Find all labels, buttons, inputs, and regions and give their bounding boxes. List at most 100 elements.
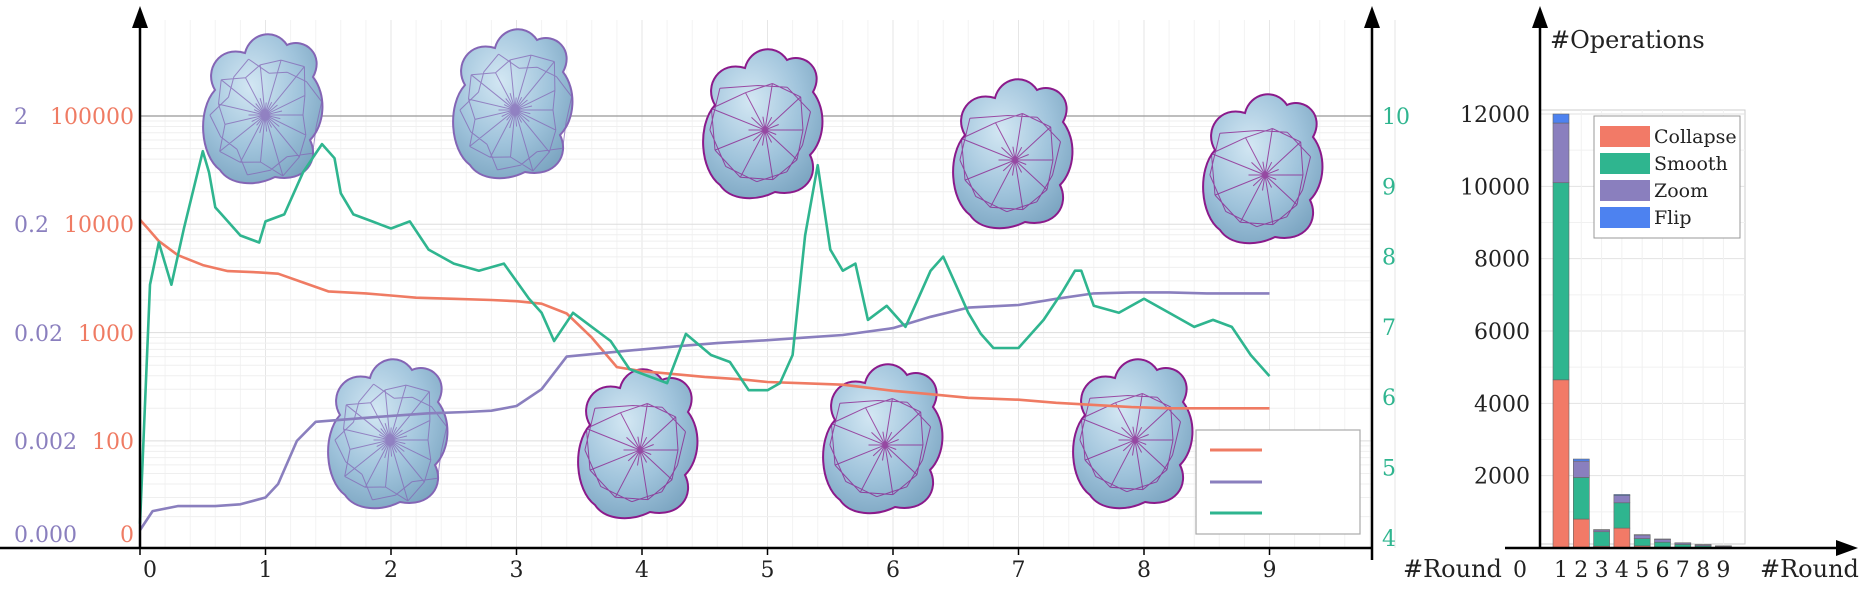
left-series-lines: [138, 142, 1271, 531]
mesh-wireframe: [334, 383, 448, 502]
mesh-body: [1072, 358, 1194, 510]
bar-x-tick-label: 8: [1696, 558, 1710, 583]
bar-segment-flip: [1613, 494, 1631, 496]
bar-segment-zoom: [1633, 534, 1651, 539]
bar-x-axis-arrow: [1836, 540, 1858, 556]
green-y-tick-label: 8: [1382, 246, 1396, 271]
purple-axis-ticks: 2 0.2 0.02 0.002 0.000: [14, 105, 77, 548]
bar-segment-flip: [1552, 113, 1570, 124]
purple-y-tick-label: 0.02: [14, 322, 63, 347]
green-y-tick-label: 5: [1382, 457, 1396, 482]
bar-segment-smooth: [1573, 477, 1590, 520]
x-tick-label: 5: [761, 558, 775, 583]
legend-swatch-collapse: [1600, 126, 1650, 147]
mesh-thumbnail: [702, 48, 824, 200]
bar-segment-smooth: [1613, 502, 1631, 529]
mesh-wireframe: [1209, 128, 1311, 228]
bar-segment-smooth: [1633, 538, 1651, 547]
bar-x-tick-label: 9: [1716, 558, 1730, 583]
right-y-axis-arrow: [1364, 6, 1380, 28]
purple-y-tick-label: 2: [14, 105, 28, 130]
mesh-wireframe: [959, 113, 1061, 213]
bar-x-tick-label: 2: [1574, 558, 1588, 583]
mesh-body: [702, 48, 824, 200]
bar-segment-smooth: [1593, 531, 1610, 547]
x-tick-label: 2: [384, 558, 398, 583]
left-legend: [1195, 429, 1361, 535]
mesh-wireframe: [1079, 393, 1181, 493]
bar-y-tick-label: 8000: [1474, 248, 1530, 273]
bar-x-tick-label: 5: [1635, 558, 1649, 583]
legend-swatch-flip: [1600, 207, 1650, 228]
mesh-thumbnails: [202, 28, 1324, 520]
bar-y-axis-arrow: [1532, 6, 1548, 28]
mesh-thumbnail: [327, 358, 449, 510]
x-tick-label: 9: [1263, 558, 1277, 583]
x-tick-label: 3: [510, 558, 524, 583]
left-x-ticks: 0 1 2 3 4 5 6 7 8 9: [139, 548, 1277, 583]
bar-segment-smooth: [1552, 182, 1570, 381]
bar-x-tick-label: 4: [1615, 558, 1629, 583]
mesh-wireframe: [209, 58, 323, 177]
bar-y-tick-label: 2000: [1474, 465, 1530, 490]
mesh-wireframe: [829, 398, 931, 498]
red-y-tick-label: 10000: [64, 213, 134, 238]
green-y-tick-label: 4: [1382, 527, 1396, 552]
purple-y-tick-label: 0.000: [14, 523, 77, 548]
bar-x-label: #Round: [1760, 555, 1859, 583]
series-line-left-purple: [138, 291, 1270, 531]
series-line-right-green: [138, 142, 1271, 524]
legend-label-smooth: Smooth: [1654, 153, 1728, 175]
red-y-tick-label: 0: [120, 523, 134, 548]
green-y-tick-label: 9: [1382, 175, 1396, 200]
bar-legend: Collapse Smooth Zoom Flip: [1593, 115, 1741, 239]
bar-chart-title: #Operations: [1550, 26, 1705, 54]
x-tick-label: 6: [886, 558, 900, 583]
purple-y-tick-label: 0.2: [14, 213, 49, 238]
red-y-tick-label: 1000: [78, 322, 134, 347]
left-x-label: #Round: [1403, 555, 1502, 583]
legend-swatch-zoom: [1600, 180, 1650, 201]
bar-segment-zoom: [1552, 122, 1570, 184]
green-axis-ticks: 10 9 8 7 6 5 4: [1382, 105, 1410, 552]
bar-x-origin-label: 0: [1513, 558, 1527, 583]
mesh-wireframe: [584, 403, 686, 503]
bar-segment-smooth: [1654, 541, 1671, 548]
red-y-tick-label: 100: [92, 430, 134, 455]
mesh-thumbnail: [452, 28, 574, 180]
bars: [1552, 113, 1732, 549]
green-y-tick-label: 6: [1382, 386, 1396, 411]
green-y-tick-label: 7: [1382, 316, 1396, 341]
bar-x-tick-label: 1: [1554, 558, 1568, 583]
bar-x-tick-label: 6: [1656, 558, 1670, 583]
mesh-wireframe: [459, 53, 573, 172]
legend-swatch-smooth: [1600, 153, 1650, 174]
x-tick-label: 0: [143, 558, 157, 583]
mesh-thumbnail: [202, 33, 324, 185]
green-y-tick-label: 10: [1382, 105, 1410, 130]
purple-y-tick-label: 0.002: [14, 430, 77, 455]
x-tick-label: 4: [635, 558, 649, 583]
mesh-body: [577, 368, 699, 520]
x-tick-label: 8: [1137, 558, 1151, 583]
red-y-tick-label: 100000: [50, 105, 134, 130]
bar-segment-zoom: [1654, 539, 1671, 543]
mesh-wireframe: [709, 83, 811, 183]
bar-y-tick-label: 4000: [1474, 392, 1530, 417]
bar-y-tick-label: 10000: [1460, 175, 1530, 200]
mesh-thumbnail: [1072, 358, 1194, 510]
bar-segment-collapse: [1552, 379, 1570, 549]
x-tick-label: 7: [1012, 558, 1026, 583]
bar-segment-flip: [1573, 458, 1590, 462]
mesh-thumbnail: [577, 368, 699, 520]
bar-segment-zoom: [1573, 460, 1590, 478]
x-tick-label: 1: [259, 558, 273, 583]
bar-y-tick-label: 12000: [1460, 103, 1530, 128]
legend-label-flip: Flip: [1654, 207, 1692, 229]
mesh-body: [1202, 93, 1324, 245]
